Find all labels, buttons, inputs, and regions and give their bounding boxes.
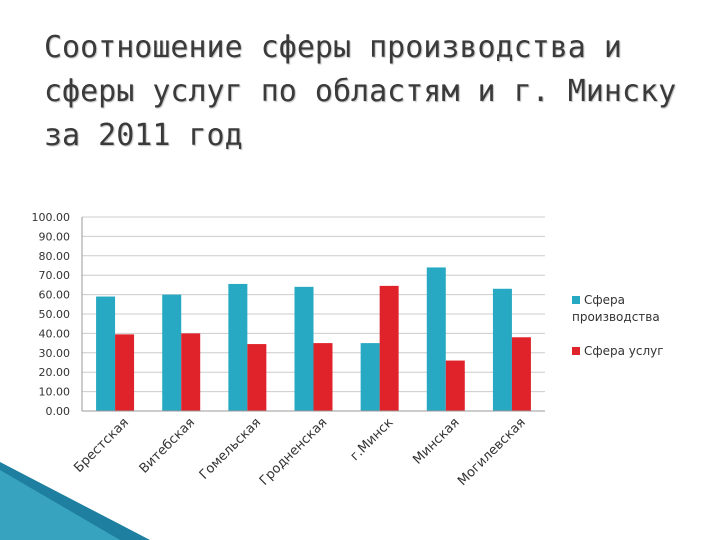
decorative-corner xyxy=(0,462,150,540)
legend-swatch xyxy=(572,296,580,304)
bar-services xyxy=(511,337,531,411)
bar-production xyxy=(360,343,380,411)
slide-title: Соотношение сферы производства и сферы у… xyxy=(44,30,677,153)
y-tick-label: 80.00 xyxy=(39,250,71,263)
bar-services xyxy=(181,333,201,411)
y-tick-label: 100.00 xyxy=(32,211,71,224)
y-tick-label: 60.00 xyxy=(39,289,71,302)
bar-production xyxy=(294,286,314,411)
y-axis: 0.00 10.00 20.00 30.00 40.00 50.00 60.00 70.00 8… xyxy=(32,211,83,418)
decor-shape-light xyxy=(0,470,120,540)
bar-services xyxy=(115,334,135,411)
x-category-label: Минская xyxy=(410,415,462,467)
y-tick-label: 50.00 xyxy=(39,308,71,321)
x-category-label: Брестская xyxy=(71,415,132,476)
y-tick-label: 40.00 xyxy=(39,327,71,340)
bar-production xyxy=(426,267,446,411)
x-category-label: Гродненская xyxy=(257,415,330,488)
bar-production xyxy=(162,294,182,411)
bar-services xyxy=(313,343,333,411)
bar-services xyxy=(379,285,399,411)
x-category-label: г.Минск xyxy=(348,415,397,464)
legend-swatch xyxy=(572,347,580,355)
y-tick-label: 10.00 xyxy=(39,386,71,399)
chart-legend: Сфера производства Сфера услуг xyxy=(572,293,664,358)
y-tick-label: 20.00 xyxy=(39,366,71,379)
legend-label: Сфера производства xyxy=(572,293,660,324)
legend-label: Сфера услуг xyxy=(584,344,664,358)
bar-production xyxy=(228,283,248,411)
y-tick-label: 70.00 xyxy=(39,269,71,282)
bar-services xyxy=(445,360,465,411)
x-category-label: Гомельская xyxy=(197,415,264,482)
bar-production xyxy=(96,296,116,411)
bar-production xyxy=(492,288,512,411)
chart-bars xyxy=(96,267,531,411)
y-tick-label: 0.00 xyxy=(46,405,71,418)
y-tick-label: 30.00 xyxy=(39,347,71,360)
y-tick-label: 90.00 xyxy=(39,230,71,243)
bar-services xyxy=(247,344,267,411)
x-category-label: Могилевская xyxy=(455,415,529,489)
x-category-label: Витебская xyxy=(137,415,198,476)
